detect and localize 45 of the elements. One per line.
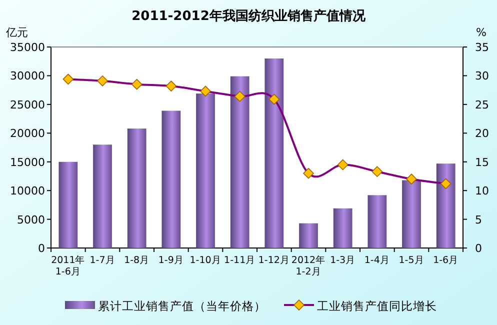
x-tick-label: 2011年 1-6月: [51, 254, 86, 278]
y-tick-label: 25000: [10, 98, 45, 112]
bar: [230, 76, 250, 248]
x-tick-label: 1-5月: [398, 255, 424, 266]
x-tick-label: 1-11月: [224, 255, 256, 266]
bar: [162, 110, 181, 248]
y-tick-label: 15000: [10, 156, 45, 169]
y-tick-label: 35000: [10, 41, 45, 54]
y-tick-label: 30000: [10, 70, 45, 83]
y-tick-label: 10000: [10, 184, 45, 198]
bar: [436, 164, 456, 248]
y2-tick-label: 25: [475, 98, 489, 112]
y-tick-label: 20000: [10, 127, 45, 140]
bar: [299, 223, 318, 248]
bar: [93, 144, 112, 248]
bar: [196, 94, 215, 248]
y2-tick-label: 0: [475, 242, 482, 255]
bar: [333, 208, 352, 248]
y2-axis-title: %: [476, 26, 486, 39]
x-tick-label: 1-3月: [330, 255, 356, 266]
bar: [58, 162, 78, 248]
y2-tick-label: 10: [475, 184, 489, 198]
y-tick-label: 5000: [17, 213, 45, 226]
x-tick-label: 1-9月: [158, 255, 184, 266]
chart-title: 2011-2012年我国纺织业销售产值情况: [132, 8, 366, 24]
y2-tick-label: 5: [475, 213, 482, 226]
x-tick-label: 1-7月: [90, 255, 116, 266]
x-tick-label: 1-4月: [364, 255, 390, 266]
legend-label: 累计工业销售产值（当年价格）: [98, 299, 266, 313]
x-tick-label: 2012年 1-2月: [291, 254, 326, 278]
y2-tick-label: 30: [475, 70, 489, 83]
y-axis-title: 亿元: [5, 26, 28, 39]
y-tick-label: 0: [38, 242, 45, 255]
x-tick-label: 1-10月: [190, 255, 222, 266]
x-tick-label: 1-12月: [258, 255, 290, 266]
x-tick-label: 1-8月: [124, 255, 150, 266]
bar: [127, 128, 146, 248]
bar: [264, 58, 284, 248]
y2-tick-label: 15: [475, 156, 489, 169]
legend-label: 工业销售产值同比增长: [317, 299, 437, 313]
y2-tick-label: 35: [475, 41, 489, 54]
x-tick-label: 1-6月: [433, 255, 459, 266]
bar: [368, 195, 387, 248]
y2-tick-label: 20: [475, 127, 489, 140]
bar: [402, 180, 421, 248]
